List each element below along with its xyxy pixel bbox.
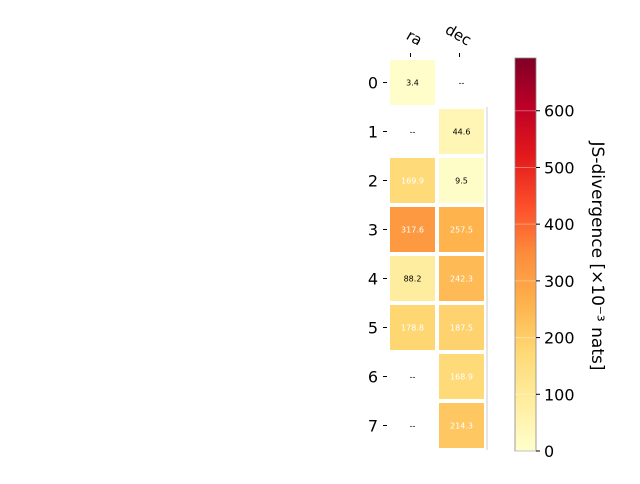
cell-value-label: 88.2 (404, 275, 422, 284)
heatmap-cell (390, 158, 435, 203)
cell-value-label: 3.4 (406, 79, 419, 88)
heatmap-cell (439, 305, 484, 350)
heatmap-cell (439, 403, 484, 448)
colorbar-tick-label: 200 (544, 329, 575, 348)
colorbar-tick-label: 100 (544, 385, 575, 404)
cell-value-label: 317.6 (401, 226, 424, 235)
colorbar-label: JS-divergence [×10⁻³ nats] (587, 141, 607, 371)
cell-value-label: 9.5 (455, 177, 468, 186)
row-label: 2 (368, 172, 378, 191)
colorbar-tick-label: 500 (544, 158, 575, 177)
row-label: 3 (368, 221, 378, 240)
heatmap-cell (439, 158, 484, 203)
heatmap-cell (390, 256, 435, 301)
cell-value-label: -- (410, 128, 416, 137)
cell-value-label: -- (459, 79, 465, 88)
heatmap-cell (439, 207, 484, 252)
colorbar-tick-label: 400 (544, 215, 575, 234)
heatmap-cell (390, 305, 435, 350)
cell-value-label: 187.5 (450, 324, 473, 333)
heatmap-cell (390, 207, 435, 252)
heatmap-cell (439, 256, 484, 301)
row-label: 0 (368, 74, 378, 93)
cell-value-label: -- (410, 373, 416, 382)
row-label: 7 (368, 417, 378, 436)
row-label: 1 (368, 123, 378, 142)
cell-value-label: 44.6 (453, 128, 471, 137)
cell-value-label: 169.9 (401, 177, 424, 186)
row-label: 6 (368, 368, 378, 387)
colorbar-tick-label: 600 (544, 102, 575, 121)
heatmap-cell (439, 109, 484, 154)
cell-value-label: 178.8 (401, 324, 424, 333)
colorbar-tick-label: 300 (544, 272, 575, 291)
cell-value-label: 214.3 (450, 422, 473, 431)
cell-value-label: -- (410, 422, 416, 431)
heatmap-cell (439, 354, 484, 399)
column-label: ra (403, 26, 425, 49)
row-label: 5 (368, 319, 378, 338)
row-label: 4 (368, 270, 378, 289)
colorbar (514, 57, 537, 452)
column-label: dec (442, 20, 474, 49)
cell-value-label: 242.3 (450, 275, 473, 284)
colorbar-tick-label: 0 (544, 442, 554, 461)
cell-value-label: 168.9 (450, 373, 473, 382)
cell-value-label: 257.5 (450, 226, 473, 235)
heatmap-cell (390, 60, 435, 105)
